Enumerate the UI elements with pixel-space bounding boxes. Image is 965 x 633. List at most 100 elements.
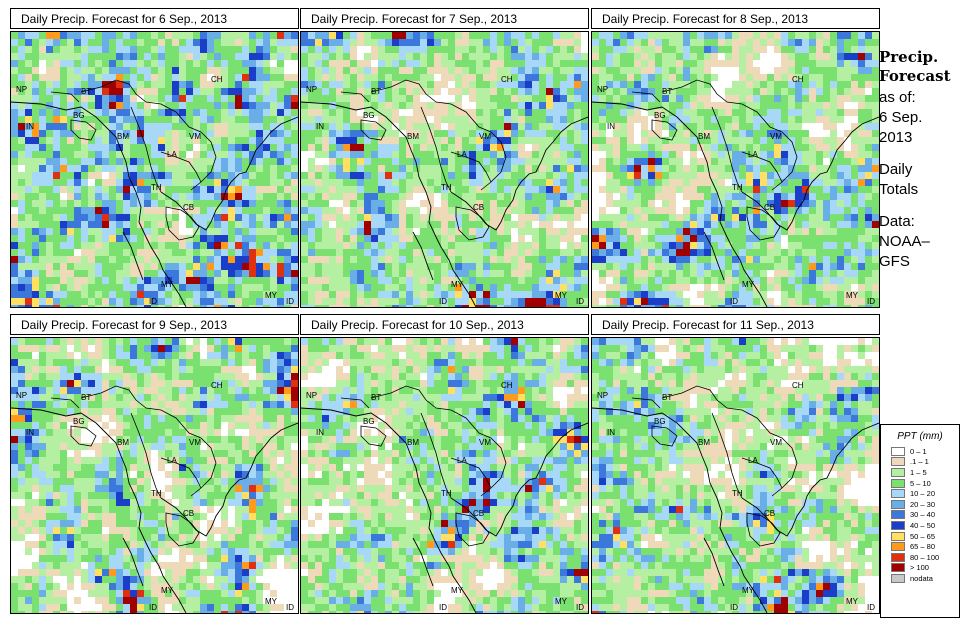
country-label: TH	[441, 489, 452, 498]
legend-label: 0 – 1	[910, 446, 927, 456]
panel-title: Daily Precip. Forecast for 9 Sep., 2013	[10, 314, 299, 335]
legend-label: 50 – 65	[910, 531, 936, 541]
legend-row: 50 – 65	[891, 531, 959, 542]
legend-row: 1 – 5	[891, 467, 959, 478]
legend-row: 5 – 10	[891, 478, 959, 489]
coastline	[11, 407, 298, 613]
country-label: TH	[441, 183, 452, 192]
country-label: ID	[730, 603, 738, 612]
panel-title: Daily Precip. Forecast for 8 Sep., 2013	[591, 8, 880, 29]
country-label: BG	[73, 111, 85, 120]
legend-row: 20 – 30	[891, 499, 959, 510]
panel-title: Daily Precip. Forecast for 10 Sep., 2013	[300, 314, 589, 335]
legend-swatch	[891, 499, 905, 509]
country-borders	[631, 79, 798, 241]
legend-row: 65 – 80	[891, 541, 959, 552]
country-label: VM	[479, 438, 491, 447]
country-label: CB	[183, 203, 194, 212]
legend-label: 5 – 10	[910, 478, 931, 488]
country-label: VM	[189, 132, 201, 141]
country-label: VM	[479, 132, 491, 141]
coastline	[301, 407, 588, 613]
country-label: BG	[73, 417, 85, 426]
legend-swatch	[891, 531, 905, 541]
coastline	[301, 101, 588, 307]
legend-label: 40 – 50	[910, 520, 936, 530]
country-label: MY	[451, 586, 464, 595]
country-label: IN	[607, 122, 615, 131]
country-label: BM	[407, 438, 419, 447]
country-label: MY	[265, 597, 278, 606]
daily-line-1: Daily	[879, 161, 913, 178]
legend-swatch	[891, 520, 905, 530]
country-label: IN	[316, 122, 324, 131]
precip-map: CH NP BT BG IN BM VM LA TH CB MY MY ID ID	[591, 31, 880, 308]
country-label: VM	[189, 438, 201, 447]
country-label: ID	[867, 297, 875, 306]
country-label: CB	[473, 509, 484, 518]
country-label: LA	[167, 150, 177, 159]
legend-label: > 100	[910, 563, 929, 573]
country-label: BT	[81, 87, 91, 96]
legend-swatch	[891, 478, 905, 488]
coastline	[592, 101, 879, 307]
legend-swatch	[891, 573, 905, 583]
country-label: LA	[457, 456, 467, 465]
country-label: CH	[792, 381, 804, 390]
legend-label: 65 – 80	[910, 542, 936, 552]
country-label: ID	[439, 297, 447, 306]
heading-line-2: Forecast	[879, 67, 951, 85]
country-label: CB	[473, 203, 484, 212]
daily-line-2: Totals	[879, 181, 919, 198]
country-label: BT	[371, 393, 381, 402]
date-line-2: 2013	[879, 129, 913, 146]
forecast-panel-1: Daily Precip. Forecast for 6 Sep., 2013 …	[10, 8, 299, 308]
legend-label: 10 – 20	[910, 489, 936, 499]
country-label: CB	[183, 509, 194, 518]
country-label: NP	[16, 391, 27, 400]
legend-row: 10 – 20	[891, 488, 959, 499]
data-line-1: Data:	[879, 213, 915, 230]
country-label: LA	[457, 150, 467, 159]
country-borders	[50, 79, 217, 241]
legend-row: .1 – 1	[891, 457, 959, 468]
country-label: MY	[742, 280, 755, 289]
legend-swatch	[891, 510, 905, 520]
legend-swatch	[891, 542, 905, 552]
legend-row: 40 – 50	[891, 520, 959, 531]
legend-swatch	[891, 457, 905, 467]
country-label: VM	[770, 438, 782, 447]
country-label: CB	[764, 509, 775, 518]
coastline	[11, 101, 298, 307]
country-label: NP	[306, 85, 317, 94]
country-label: ID	[286, 603, 294, 612]
country-label: BM	[117, 438, 129, 447]
legend-label: nodata	[910, 573, 933, 583]
legend-swatch	[891, 563, 905, 573]
country-label: BG	[654, 417, 666, 426]
country-label: BG	[363, 111, 375, 120]
country-label: IN	[26, 428, 34, 437]
forecast-panel-2: Daily Precip. Forecast for 7 Sep., 2013 …	[300, 8, 589, 308]
legend-row: 80 – 100	[891, 552, 959, 563]
country-label: ID	[286, 297, 294, 306]
data-line-3: GFS	[879, 253, 910, 270]
asof-label: as of:	[879, 89, 916, 106]
country-label: IN	[26, 122, 34, 131]
legend-label: 30 – 40	[910, 510, 936, 520]
country-label: BM	[698, 132, 710, 141]
country-label: NP	[306, 391, 317, 400]
legend-row: 30 – 40	[891, 510, 959, 521]
country-label: IN	[316, 428, 324, 437]
country-label: TH	[732, 183, 743, 192]
forecast-panel-4: Daily Precip. Forecast for 9 Sep., 2013 …	[10, 314, 299, 614]
country-label: BT	[81, 393, 91, 402]
legend-swatch	[891, 489, 905, 499]
country-label: BM	[407, 132, 419, 141]
country-label: MY	[451, 280, 464, 289]
forecast-info: Precip. Forecast as of: 6 Sep. 2013 Dail…	[879, 48, 965, 272]
country-label: BM	[117, 132, 129, 141]
country-label: CH	[211, 381, 223, 390]
country-label: BT	[662, 393, 672, 402]
